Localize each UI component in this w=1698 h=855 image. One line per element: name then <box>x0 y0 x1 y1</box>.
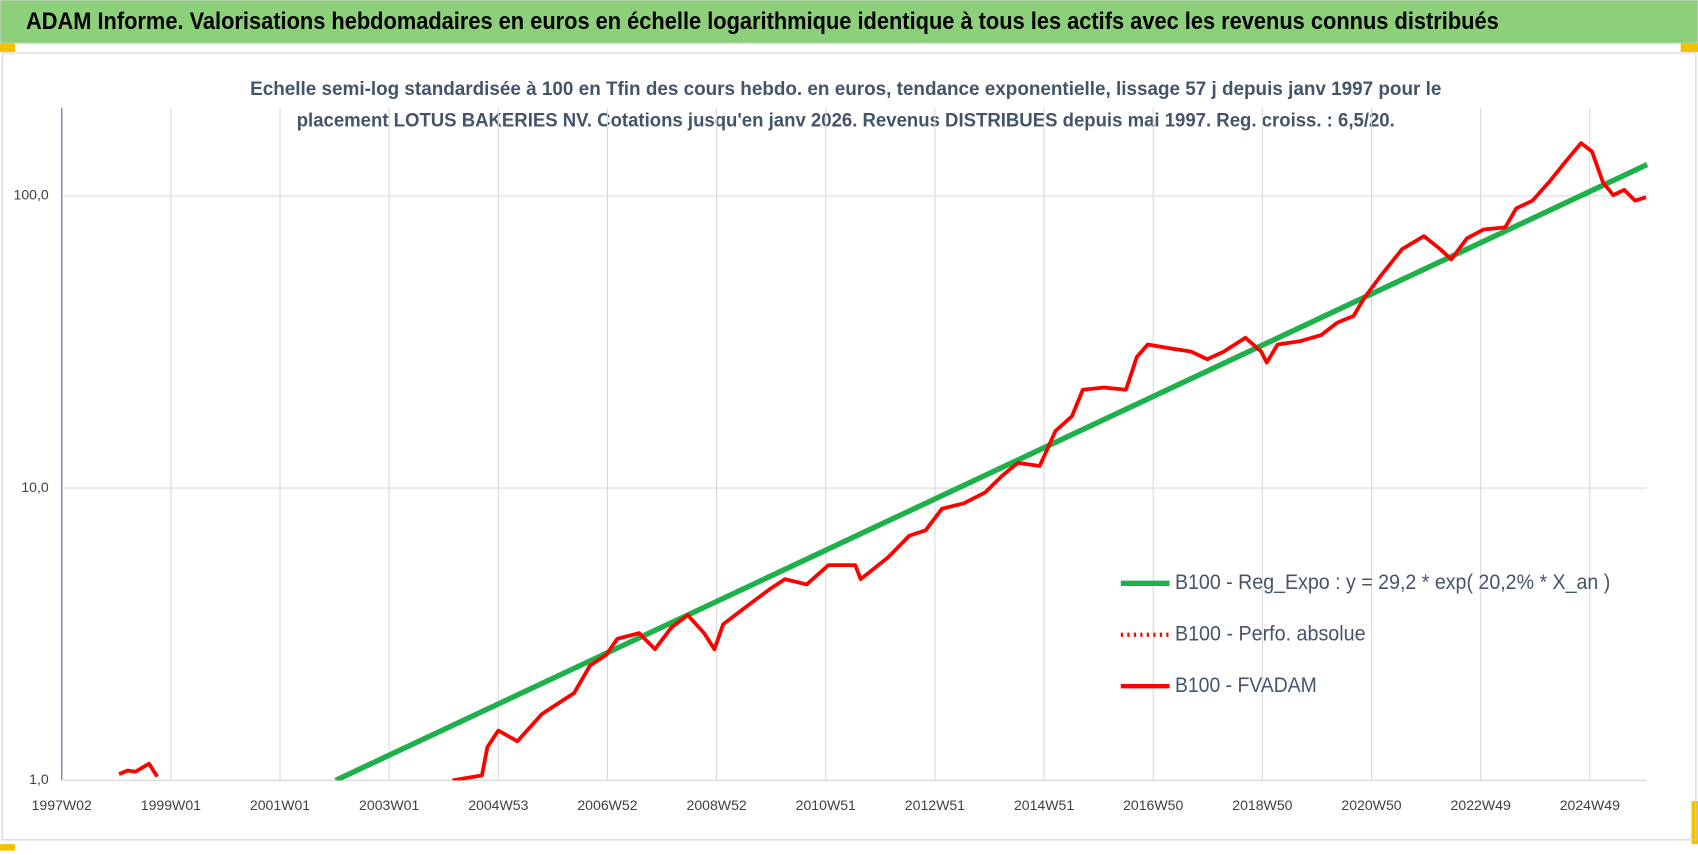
x-tick-label: 2012W51 <box>905 797 965 813</box>
x-tick-label: 2024W49 <box>1560 797 1620 813</box>
legend-label: B100 - Perfo. absolue <box>1175 620 1366 645</box>
legend: B100 - Reg_Expo : y = 29,2 * exp( 20,2% … <box>1120 569 1610 697</box>
x-tick-label: 2004W53 <box>468 797 528 813</box>
x-tick-label: 2016W50 <box>1123 797 1183 813</box>
x-tick-label: 2022W49 <box>1451 797 1511 813</box>
y-tick-label: 10,0 <box>21 479 49 495</box>
x-tick-label: 1999W01 <box>141 797 201 813</box>
x-tick-label: 2003W01 <box>359 797 419 813</box>
x-tick-label: 1997W02 <box>32 797 92 813</box>
plot <box>118 141 1649 781</box>
x-tick-label: 2020W50 <box>1341 797 1401 813</box>
x-tick-label: 2018W50 <box>1232 797 1292 813</box>
corner-mark <box>0 844 16 851</box>
corner-mark <box>0 43 16 52</box>
x-tick-label: 2008W52 <box>687 797 747 813</box>
chart-title: ADAM Informe. Valorisations hebdomadaire… <box>26 8 1499 35</box>
x-tick-label: 2006W52 <box>577 797 637 813</box>
grid: 1,0 10,0 100,0 1997W02 1999W01 2001W01 2003W01… <box>14 107 1647 813</box>
y-tick-label: 100,0 <box>14 187 49 203</box>
chart-subtitle: Echelle semi-log standardisée à 100 en T… <box>250 78 1441 100</box>
series-line <box>118 141 1647 781</box>
x-tick-label: 2001W01 <box>250 797 310 813</box>
chart-subtitle: placement LOTUS BAKERIES NV. Cotations j… <box>297 109 1395 131</box>
corner-mark <box>1680 43 1698 52</box>
chart-frame <box>1 52 1697 841</box>
x-tick-label: 2010W51 <box>796 797 856 813</box>
header-bar <box>0 0 1698 44</box>
y-tick-label: 1,0 <box>29 771 49 787</box>
legend-label: B100 - FVADAM <box>1175 672 1317 697</box>
series-line <box>334 162 1649 781</box>
corner-mark <box>1691 800 1698 845</box>
x-tick-label: 2014W51 <box>1014 797 1074 813</box>
legend-label: B100 - Reg_Expo : y = 29,2 * exp( 20,2% … <box>1175 569 1610 594</box>
